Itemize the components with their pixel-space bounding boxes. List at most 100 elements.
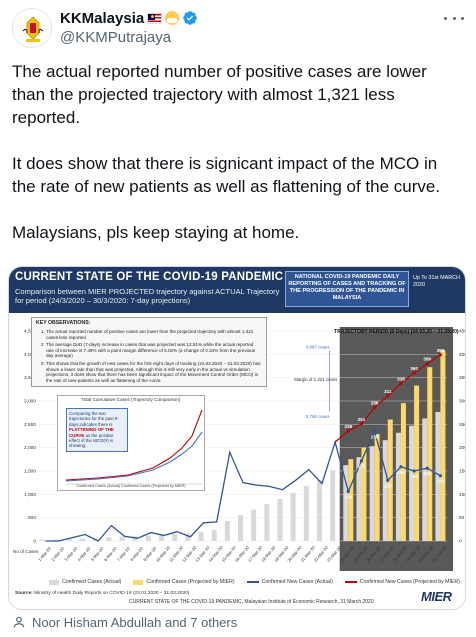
data-label-projected: 236 xyxy=(344,424,352,429)
y-tick-label-right: 250 xyxy=(459,422,466,428)
marker-actual xyxy=(438,474,443,478)
bar-confirmed-actual xyxy=(119,536,125,541)
infographic-banner: NATIONAL COVID-19 PANDEMIC DAILY REPORTI… xyxy=(285,271,409,307)
marker-projected xyxy=(346,429,350,433)
data-label-projected: 380 xyxy=(423,357,431,362)
bar-confirmed-actual xyxy=(211,529,217,541)
y-tick-label-right: 150 xyxy=(459,469,466,475)
tweet-body: The actual reported number of positive c… xyxy=(12,60,464,244)
y-tick-label-right: 350 xyxy=(459,375,466,381)
bar-confirmed-actual xyxy=(251,509,257,541)
y-tick-label-right: 450 xyxy=(459,329,466,335)
marker-projected xyxy=(412,371,416,375)
bar-confirmed-actual xyxy=(53,539,59,541)
data-label-actual: 235 xyxy=(371,434,379,439)
liked-by-text[interactable]: Noor Hisham Abdullah and 7 others xyxy=(32,614,238,630)
marker-projected xyxy=(425,362,429,366)
y-tick-label-left: 1,000 xyxy=(24,492,36,498)
data-label-actual: 172 xyxy=(358,464,366,469)
marker-projected xyxy=(373,405,377,410)
callout-highlight: FLATTENING OF THE CURVE xyxy=(69,427,114,438)
y-tick-label-left: 2,000 xyxy=(24,445,36,451)
display-name[interactable]: KKMalaysia xyxy=(60,9,145,27)
inset-title: Total Cumulative Cases (Trajectory Compa… xyxy=(81,397,181,402)
data-label-actual: 130 xyxy=(384,483,392,488)
bar-confirmed-projected xyxy=(387,419,393,541)
marker-actual xyxy=(412,469,416,473)
bar-confirmed-actual xyxy=(132,536,138,541)
infographic-title: CURRENT STATE OF THE COVID-19 PANDEMIC xyxy=(15,271,284,283)
bar-confirmed-actual xyxy=(356,457,362,541)
y-tick-label-left: 3,000 xyxy=(24,399,36,405)
more-options-icon[interactable] xyxy=(444,10,464,26)
legend-item: Confirmed New Cases (Projected by MIER) xyxy=(344,579,460,585)
bar-confirmed-actual xyxy=(264,504,270,541)
margin-bottom-label: 2,766 cases xyxy=(306,414,330,419)
infographic-footer: CURRENT STATE OF THE COVID-19 PANDEMIC, … xyxy=(129,599,374,605)
y-tick-label-left: 4,500 xyxy=(24,329,36,335)
tweet-paragraph: It does show that there is signicant imp… xyxy=(12,154,441,196)
bar-confirmed-actual xyxy=(145,535,151,541)
data-label-actual: 106 xyxy=(344,495,352,500)
legend-item: Confirmed New Cases (Actual) xyxy=(246,579,333,585)
y-tick-label-left: 4,000 xyxy=(24,352,36,358)
tweet-image[interactable]: CURRENT STATE OF THE COVID-19 PANDEMIC C… xyxy=(8,266,466,610)
author-names: KKMalaysia @KKMPutrajaya xyxy=(60,8,198,48)
inset-lines xyxy=(65,409,203,485)
bar-confirmed-projected xyxy=(348,459,354,541)
mask-face-icon xyxy=(165,11,180,25)
tweet-header: KKMalaysia @KKMPutrajaya xyxy=(12,8,464,48)
marker-actual xyxy=(373,429,377,433)
data-label-projected: 360 xyxy=(410,366,418,371)
observation-item: This shows that the growth of new cases … xyxy=(46,361,262,384)
bar-confirmed-actual xyxy=(106,537,112,541)
marker-actual xyxy=(425,466,429,470)
person-icon xyxy=(13,616,25,628)
author-handle[interactable]: @KKMPutrajaya xyxy=(60,29,172,46)
y-tick-label-right: 50 xyxy=(459,515,465,521)
bar-confirmed-actual xyxy=(237,515,243,541)
bar-confirmed-actual xyxy=(435,411,441,541)
callout-text: Comparing the two trajectories for the p… xyxy=(69,411,119,427)
bar-confirmed-actual xyxy=(277,499,283,541)
observation-item: The average DoD (7-days) increase in cas… xyxy=(46,342,262,359)
tweet-paragraph: The actual reported number of positive c… xyxy=(12,62,427,127)
bar-confirmed-actual xyxy=(198,531,204,541)
callout-text: as the positive effect of the MCO(#) is … xyxy=(69,432,114,449)
observations-title: KEY OBSERVATIONS: xyxy=(36,320,91,326)
bar-confirmed-actual xyxy=(185,533,191,541)
infographic-date: Up To 31st MARCH 2020 xyxy=(413,275,460,288)
y-tick-label-left: 3,500 xyxy=(24,375,36,381)
bar-confirmed-actual xyxy=(343,465,349,541)
bar-confirmed-projected xyxy=(400,403,406,541)
bar-confirmed-projected xyxy=(427,367,433,541)
bar-confirmed-actual xyxy=(80,538,86,541)
data-label-projected: 311 xyxy=(384,389,392,394)
margin-top-label: 4,087 cases xyxy=(306,344,330,349)
marker-projected xyxy=(399,381,403,385)
y-tick-label-left: 0 xyxy=(33,539,36,545)
margin-label: Margin of 1,321 cases xyxy=(294,377,338,382)
bar-confirmed-projected xyxy=(414,385,420,541)
bar-confirmed-projected xyxy=(374,434,380,541)
mier-logo: MIER xyxy=(421,589,452,604)
data-label-actual: 159 xyxy=(397,470,405,475)
y-axis-label: No of Cases xyxy=(13,549,39,554)
bar-confirmed-projected xyxy=(440,350,446,541)
inset-legend: Confirmed Cases (Actual) Confirmed Cases… xyxy=(76,484,186,488)
marker-projected xyxy=(386,394,390,398)
liked-by-row[interactable]: Noor Hisham Abdullah and 7 others xyxy=(12,612,464,632)
bar-confirmed-actual xyxy=(382,440,388,541)
bar-confirmed-actual xyxy=(316,480,322,541)
bar-confirmed-actual xyxy=(303,485,309,541)
verified-badge-icon xyxy=(183,11,198,25)
ministry-crest-icon[interactable] xyxy=(12,8,52,48)
bar-confirmed-actual xyxy=(159,534,165,541)
legend-item: Confirmed Cases (Projected by MIER) xyxy=(133,579,235,585)
tweet-paragraph: Malaysians, pls keep staying at home. xyxy=(12,223,300,242)
bar-confirmed-projected xyxy=(361,447,367,541)
marker-projected xyxy=(438,353,443,357)
marker-actual xyxy=(346,489,350,494)
bar-confirmed-actual xyxy=(224,521,230,541)
malaysia-flag-icon xyxy=(147,12,163,24)
